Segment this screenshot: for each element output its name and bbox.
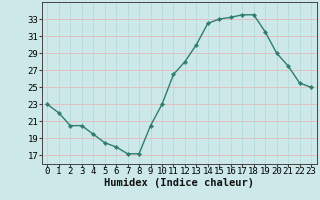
- X-axis label: Humidex (Indice chaleur): Humidex (Indice chaleur): [104, 178, 254, 188]
